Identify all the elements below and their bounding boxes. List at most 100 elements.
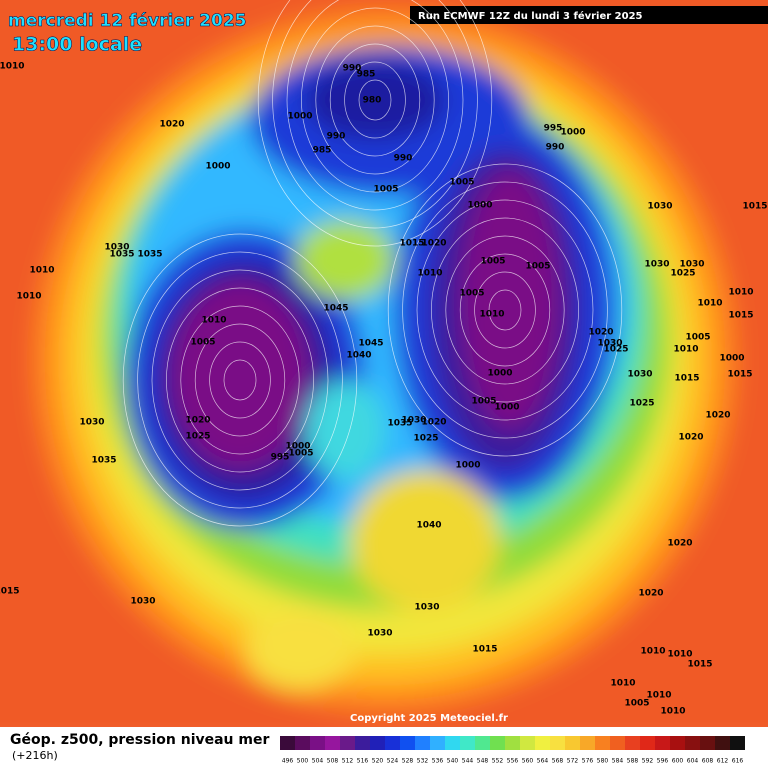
isobar-label: 1035 xyxy=(137,250,162,260)
colorbar-label: 524 xyxy=(387,758,399,765)
isobar-label: 1035 xyxy=(109,250,134,260)
isobar-label: 1020 xyxy=(588,328,613,338)
isobar-label: 1030 xyxy=(367,629,392,639)
isobar-label: 995 xyxy=(544,124,563,134)
colorbar-swatch xyxy=(715,736,730,750)
colorbar-label: 596 xyxy=(657,758,669,765)
isobar-label: 1030 xyxy=(130,597,155,607)
colorbar-label: 508 xyxy=(327,758,339,765)
colorbar-label: 564 xyxy=(537,758,549,765)
isobar xyxy=(431,217,579,403)
variable-label: Géop. z500, pression niveau mer xyxy=(10,732,269,748)
colorbar-label: 576 xyxy=(582,758,594,765)
isobar-label: 1020 xyxy=(421,239,446,249)
isobar-label: 1000 xyxy=(719,354,744,364)
isobar-label: 1040 xyxy=(346,351,371,361)
isobar-label: 1005 xyxy=(373,185,398,195)
colorbar-swatch xyxy=(385,736,400,750)
isobar-label: 1000 xyxy=(455,461,480,471)
isobar-label: 1000 xyxy=(467,201,492,211)
colorbar-label: 520 xyxy=(372,758,384,765)
isobar xyxy=(301,7,449,193)
isobar-label: 1015 xyxy=(674,374,699,384)
isobar-label: 1020 xyxy=(705,411,730,421)
isobar-label: 1010 xyxy=(673,345,698,355)
colorbar-label: 616 xyxy=(732,758,744,765)
colorbar-swatch xyxy=(430,736,445,750)
isobar xyxy=(416,199,594,421)
colorbar-label: 568 xyxy=(552,758,564,765)
isobar-label: 990 xyxy=(546,143,565,153)
colorbar-swatch xyxy=(550,736,565,750)
colorbar-label: 504 xyxy=(312,758,324,765)
isobar-label: 1010 xyxy=(697,299,722,309)
time-title: 13:00 locale xyxy=(12,34,142,56)
isobar-label: 1020 xyxy=(159,120,184,130)
isobar xyxy=(488,289,522,331)
colorbar-label: 580 xyxy=(597,758,609,765)
colorbar-label: 544 xyxy=(462,758,474,765)
colorbar-label: 572 xyxy=(567,758,579,765)
colorbar-swatch xyxy=(520,736,535,750)
colorbar-label: 500 xyxy=(297,758,309,765)
isobar-label: 1000 xyxy=(560,128,585,138)
isobar xyxy=(223,359,257,401)
isobar xyxy=(180,305,300,455)
isobar-label: 1010 xyxy=(610,679,635,689)
colorbar-swatch xyxy=(640,736,655,750)
isobar xyxy=(329,43,421,157)
colorbar-label: 532 xyxy=(417,758,429,765)
colorbar-swatch xyxy=(370,736,385,750)
colorbar-swatch xyxy=(325,736,340,750)
isobar xyxy=(137,251,343,509)
colorbar-swatch xyxy=(505,736,520,750)
colorbar-label: 560 xyxy=(522,758,534,765)
isobar-label: 1010 xyxy=(417,269,442,279)
colorbar-swatch xyxy=(595,736,610,750)
lead-label: (+216h) xyxy=(12,749,58,762)
isobar-label: 1015 xyxy=(687,660,712,670)
colorbar-swatch xyxy=(490,736,505,750)
isobar-label: 1005 xyxy=(480,257,505,267)
colorbar-label: 512 xyxy=(342,758,354,765)
isobar-label: 985 xyxy=(313,146,332,156)
isobar-label: 1000 xyxy=(487,369,512,379)
isobar-label: 1015 xyxy=(727,370,752,380)
isobar-label: 1010 xyxy=(479,310,504,320)
isobar xyxy=(166,287,314,473)
isobar-label: 1005 xyxy=(190,338,215,348)
isobar-label: 1010 xyxy=(0,62,25,72)
isobar-label: 1005 xyxy=(288,449,313,459)
isobar-label: 1000 xyxy=(494,403,519,413)
isobar-label: 1005 xyxy=(685,333,710,343)
isobar-label: 1030 xyxy=(644,260,669,270)
isobar-label: 1000 xyxy=(285,442,310,452)
isobar-label: 1005 xyxy=(449,178,474,188)
isobar-label: 1000 xyxy=(205,162,230,172)
isobar xyxy=(272,0,478,229)
colorbar-label: 496 xyxy=(282,758,294,765)
isobar-label: 1005 xyxy=(624,699,649,709)
isobar-label: 1030 xyxy=(414,603,439,613)
colorbar-swatch xyxy=(625,736,640,750)
isobar-label: 1010 xyxy=(667,650,692,660)
colorbar-label: 588 xyxy=(627,758,639,765)
isobar-label: 1015 xyxy=(0,587,20,597)
colorbar-label: 536 xyxy=(432,758,444,765)
isobar xyxy=(459,253,551,367)
colorbar-label: 604 xyxy=(687,758,699,765)
isobar xyxy=(194,323,286,437)
isobar xyxy=(286,0,464,211)
isobar xyxy=(387,163,623,457)
isobar-label: 1005 xyxy=(459,289,484,299)
isobar-label: 1010 xyxy=(640,647,665,657)
isobar-label: 1005 xyxy=(471,397,496,407)
isobar-label: 1030 xyxy=(104,243,129,253)
colorbar-label: 528 xyxy=(402,758,414,765)
colorbar-swatch xyxy=(475,736,490,750)
isobar xyxy=(315,25,435,175)
run-label: Run ECMWF 12Z du lundi 3 février 2025 xyxy=(418,10,643,22)
isobar-label: 1035 xyxy=(91,456,116,466)
